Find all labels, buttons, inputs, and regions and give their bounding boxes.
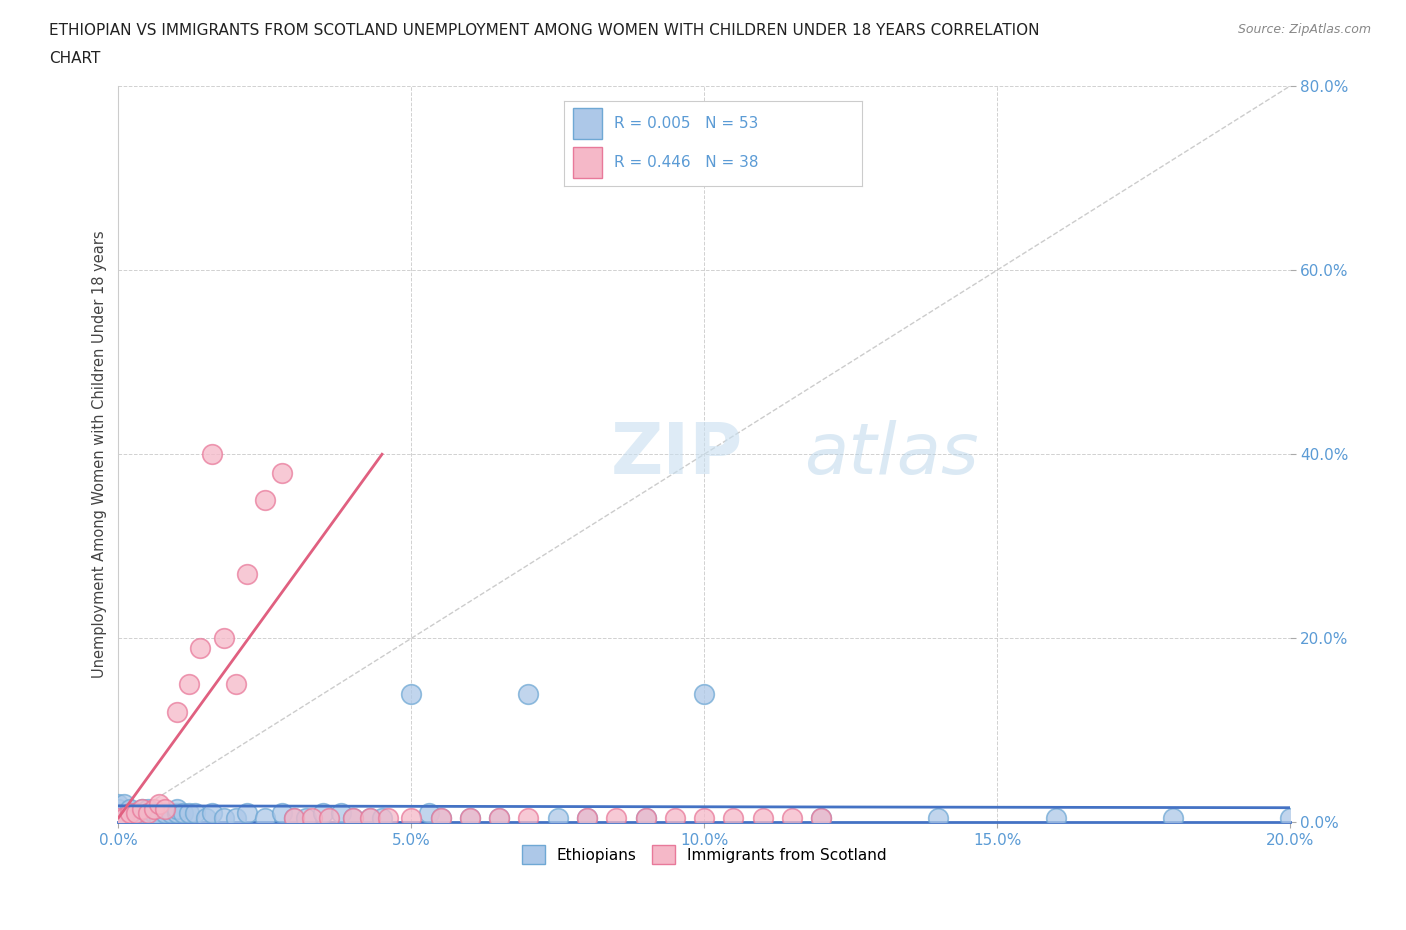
- Point: [212, 810, 235, 825]
- Point: [634, 810, 657, 825]
- Point: [1278, 810, 1301, 825]
- Point: [155, 805, 177, 820]
- Point: [201, 446, 224, 461]
- Point: [283, 810, 305, 825]
- Point: [371, 810, 394, 825]
- Point: [148, 810, 170, 825]
- Point: [517, 810, 540, 825]
- Text: CHART: CHART: [49, 51, 101, 66]
- Point: [693, 686, 716, 701]
- Point: [576, 810, 599, 825]
- Point: [1045, 810, 1067, 825]
- Point: [166, 705, 188, 720]
- Point: [359, 810, 381, 825]
- Point: [517, 686, 540, 701]
- Point: [780, 810, 803, 825]
- Point: [172, 805, 194, 820]
- Point: [160, 805, 183, 820]
- Point: [253, 810, 276, 825]
- Point: [142, 805, 165, 820]
- Point: [295, 810, 318, 825]
- Point: [301, 810, 323, 825]
- Point: [120, 805, 142, 820]
- Point: [547, 810, 569, 825]
- Point: [136, 805, 159, 820]
- Point: [429, 810, 451, 825]
- Point: [225, 810, 247, 825]
- Point: [271, 465, 294, 480]
- Point: [312, 805, 335, 820]
- Point: [120, 801, 142, 816]
- Text: ETHIOPIAN VS IMMIGRANTS FROM SCOTLAND UNEMPLOYMENT AMONG WOMEN WITH CHILDREN UND: ETHIOPIAN VS IMMIGRANTS FROM SCOTLAND UN…: [49, 23, 1039, 38]
- Text: Source: ZipAtlas.com: Source: ZipAtlas.com: [1237, 23, 1371, 36]
- Point: [190, 640, 212, 655]
- Point: [136, 801, 159, 816]
- Point: [810, 810, 832, 825]
- Point: [723, 810, 745, 825]
- Point: [810, 810, 832, 825]
- Point: [183, 805, 205, 820]
- Legend: Ethiopians, Immigrants from Scotland: Ethiopians, Immigrants from Scotland: [516, 839, 893, 870]
- Point: [107, 810, 129, 825]
- Point: [342, 810, 364, 825]
- Point: [131, 801, 153, 816]
- Point: [107, 810, 129, 825]
- Point: [429, 810, 451, 825]
- Point: [142, 801, 165, 816]
- Point: [131, 810, 153, 825]
- Point: [283, 810, 305, 825]
- Point: [107, 805, 129, 820]
- Point: [342, 810, 364, 825]
- Point: [125, 810, 148, 825]
- Point: [125, 805, 148, 820]
- Point: [201, 805, 224, 820]
- Point: [458, 810, 481, 825]
- Point: [212, 631, 235, 645]
- Point: [107, 801, 129, 816]
- Point: [488, 810, 510, 825]
- Point: [488, 810, 510, 825]
- Point: [318, 810, 340, 825]
- Point: [155, 801, 177, 816]
- Text: atlas: atlas: [804, 419, 979, 489]
- Point: [605, 810, 627, 825]
- Point: [401, 686, 423, 701]
- Point: [1161, 810, 1184, 825]
- Y-axis label: Unemployment Among Women with Children Under 18 years: Unemployment Among Women with Children U…: [93, 231, 107, 678]
- Point: [131, 801, 153, 816]
- Point: [236, 805, 259, 820]
- Point: [136, 805, 159, 820]
- Point: [120, 805, 142, 820]
- Point: [148, 797, 170, 812]
- Point: [751, 810, 773, 825]
- Text: ZIP: ZIP: [610, 419, 742, 489]
- Point: [576, 810, 599, 825]
- Point: [166, 801, 188, 816]
- Point: [634, 810, 657, 825]
- Point: [112, 797, 135, 812]
- Point: [664, 810, 686, 825]
- Point: [195, 810, 218, 825]
- Point: [330, 805, 353, 820]
- Point: [112, 805, 135, 820]
- Point: [236, 566, 259, 581]
- Point: [359, 810, 381, 825]
- Point: [107, 797, 129, 812]
- Point: [112, 810, 135, 825]
- Point: [225, 677, 247, 692]
- Point: [166, 805, 188, 820]
- Point: [401, 810, 423, 825]
- Point: [177, 805, 200, 820]
- Point: [271, 805, 294, 820]
- Point: [693, 810, 716, 825]
- Point: [418, 805, 440, 820]
- Point: [177, 677, 200, 692]
- Point: [253, 493, 276, 508]
- Point: [107, 805, 129, 820]
- Point: [458, 810, 481, 825]
- Point: [377, 810, 399, 825]
- Point: [927, 810, 949, 825]
- Point: [125, 805, 148, 820]
